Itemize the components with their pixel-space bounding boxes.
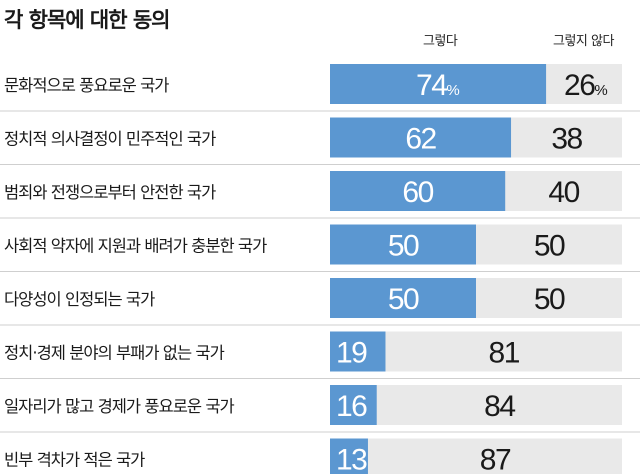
value-label-disagree: 50 <box>534 230 565 263</box>
bar-agree <box>330 331 386 372</box>
category-label: 정치·경제 분야의 부패가 없는 국가 <box>4 344 225 363</box>
value-label-agree: 62 <box>405 123 436 156</box>
category-label: 정치적 의사결정이 민주적인 국가 <box>4 130 216 149</box>
category-label: 다양성이 인정되는 국가 <box>4 290 155 309</box>
bar-agree <box>330 224 476 265</box>
bar-agree <box>330 171 506 211</box>
value-label-disagree: 84 <box>484 390 515 423</box>
category-label: 일자리가 많고 경제가 풍요로운 국가 <box>4 397 234 416</box>
percent-unit: % <box>594 82 607 99</box>
category-label: 문화적으로 풍요로운 국가 <box>4 76 169 95</box>
value-label-disagree: 50 <box>534 283 565 316</box>
chart-title: 각 항목에 대한 동의 <box>4 8 170 32</box>
value-label-agree: 60 <box>402 176 433 209</box>
bar-agree <box>330 438 368 474</box>
value-label-disagree: 81 <box>489 337 520 370</box>
value-label-agree: 19 <box>336 337 367 370</box>
bar-agree <box>330 117 512 158</box>
bar-agree <box>330 64 547 104</box>
bar-disagree <box>330 438 622 474</box>
bar-disagree <box>330 385 622 425</box>
percent-unit: % <box>446 82 459 99</box>
legend-disagree: 그렇지 않다 <box>553 34 614 49</box>
category-label: 범죄와 전쟁으로부터 안전한 국가 <box>4 183 216 202</box>
bar-agree <box>330 385 377 425</box>
legend-agree: 그렇다 <box>423 34 458 49</box>
value-label-disagree: 26% <box>564 69 607 102</box>
value-label-agree: 50 <box>388 283 419 316</box>
value-label-disagree: 40 <box>548 176 579 209</box>
value-label-agree: 50 <box>388 230 419 263</box>
bar-agree <box>330 278 476 318</box>
value-label-disagree: 38 <box>551 123 582 156</box>
category-label: 빈부 격차가 적은 국가 <box>4 451 145 470</box>
category-label: 사회적 약자에 지원과 배려가 충분한 국가 <box>4 237 267 256</box>
value-label-agree: 16 <box>336 390 367 423</box>
value-label-agree: 13 <box>336 444 367 474</box>
value-label-disagree: 87 <box>480 444 511 474</box>
